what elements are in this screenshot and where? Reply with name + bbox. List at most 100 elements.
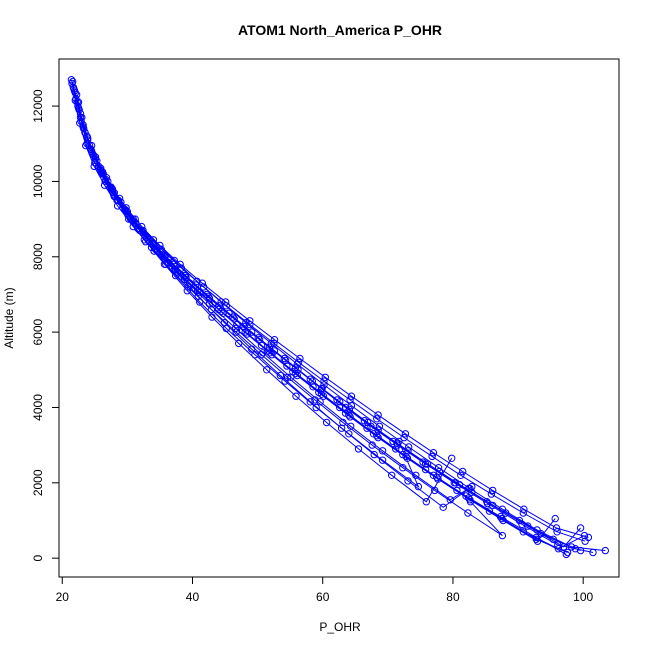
data-point [584, 533, 593, 542]
data-point [259, 349, 267, 357]
data-point [374, 411, 382, 419]
data-point [268, 351, 276, 359]
data-point [281, 377, 289, 385]
data-point [241, 328, 249, 336]
profile-series [150, 247, 423, 491]
data-point [519, 528, 527, 536]
data-point [291, 364, 300, 372]
data-point [196, 288, 204, 297]
data-point [392, 445, 400, 453]
data-point [428, 452, 436, 461]
data-point [336, 398, 344, 406]
y-tick-label: 6000 [31, 318, 45, 345]
data-point [229, 313, 237, 321]
data-point [433, 473, 441, 481]
data-point [395, 437, 403, 446]
data-point [533, 537, 542, 545]
data-point [198, 279, 207, 287]
data-point [459, 467, 467, 476]
y-tick-label: 0 [31, 555, 45, 562]
data-point [276, 371, 285, 380]
data-point [255, 336, 264, 344]
data-point [589, 548, 597, 557]
x-tick-label: 80 [446, 590, 460, 604]
data-point [270, 336, 279, 344]
x-tick-label: 100 [573, 590, 593, 604]
data-point [293, 371, 301, 380]
data-point [181, 275, 189, 284]
data-point [150, 247, 158, 255]
data-point [81, 128, 89, 137]
series-line [153, 250, 420, 489]
y-axis: 0 2000 4000 6000 8000 10000 12000 [31, 89, 59, 562]
plot-series [67, 76, 609, 559]
data-point [374, 426, 382, 434]
data-point [319, 392, 328, 400]
data-point [71, 89, 80, 97]
data-point [270, 347, 279, 355]
series-line [84, 132, 581, 548]
data-point [74, 98, 83, 107]
data-point [158, 251, 166, 259]
data-point [107, 183, 115, 191]
profile-series [98, 168, 507, 540]
data-point [222, 324, 231, 333]
data-point [97, 164, 105, 173]
data-point [316, 398, 324, 406]
data-point [78, 113, 86, 122]
data-point [265, 343, 273, 351]
data-point [230, 315, 238, 323]
data-point [309, 383, 317, 391]
data-point [466, 498, 475, 506]
data-point [345, 430, 353, 438]
data-point [373, 432, 381, 440]
data-point [345, 411, 353, 419]
data-point [246, 317, 254, 325]
data-point [402, 452, 410, 461]
series-line [91, 145, 556, 542]
data-point [98, 168, 107, 176]
x-tick-label: 60 [316, 590, 330, 604]
data-point [263, 366, 271, 374]
data-point [149, 236, 158, 244]
data-point [196, 298, 204, 306]
data-point [485, 507, 494, 515]
data-point [401, 430, 410, 438]
data-point [82, 141, 90, 150]
data-point [563, 548, 572, 557]
y-tick-label: 12000 [31, 89, 45, 123]
data-point [373, 415, 381, 423]
y-tick-label: 2000 [31, 469, 45, 496]
data-point [388, 471, 396, 479]
data-point [231, 324, 240, 333]
data-point [524, 522, 532, 530]
plot-frame [58, 58, 620, 578]
data-point [280, 354, 288, 363]
data-point [364, 418, 372, 427]
data-point [140, 236, 149, 244]
data-point [498, 514, 506, 523]
data-point [102, 175, 110, 184]
data-point [378, 456, 387, 464]
data-point [292, 392, 300, 400]
data-point [489, 486, 497, 495]
data-point [601, 546, 609, 555]
data-point [552, 524, 561, 532]
data-point [354, 445, 363, 453]
data-point [283, 362, 291, 370]
data-point [448, 454, 456, 462]
data-point [464, 494, 473, 502]
data-point [320, 381, 328, 389]
y-tick-label: 8000 [31, 243, 45, 270]
data-point [450, 479, 458, 487]
data-point [483, 499, 492, 508]
data-point [519, 509, 527, 517]
data-point [499, 516, 507, 525]
data-point [138, 228, 147, 237]
data-point [487, 490, 496, 498]
data-point [281, 356, 290, 365]
y-tick-label: 4000 [31, 394, 45, 421]
data-point [183, 287, 192, 295]
data-point [347, 401, 356, 410]
data-point [489, 501, 497, 510]
